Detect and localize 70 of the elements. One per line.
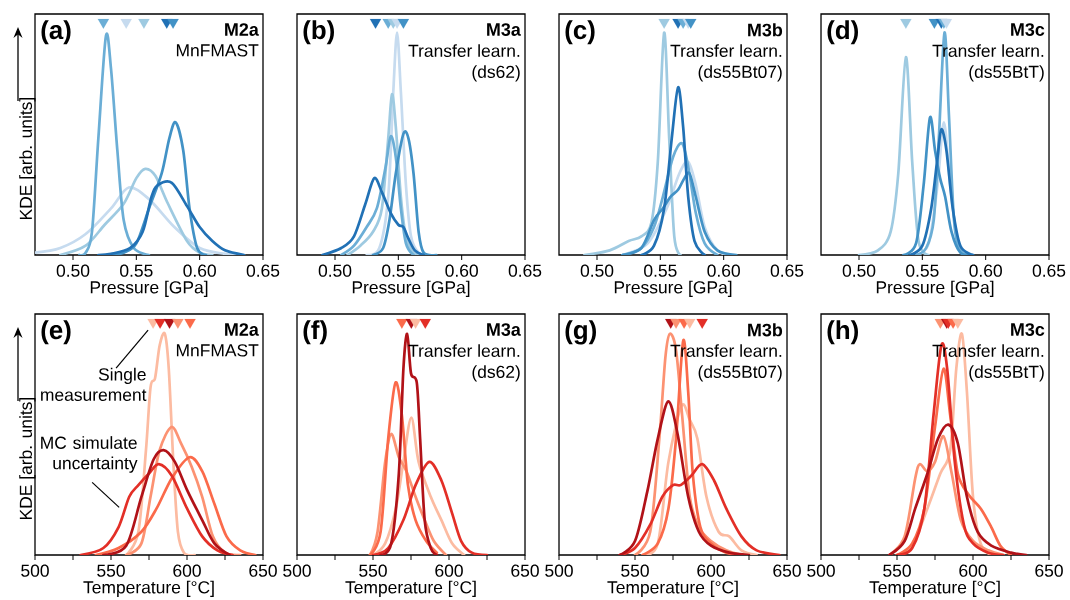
x-tick-label: 550 xyxy=(97,564,125,577)
chart-subtitle: M3b xyxy=(748,323,783,337)
x-tick-label: 550 xyxy=(621,564,649,577)
x-tick-label: 600 xyxy=(435,564,463,577)
x-axis-title: Temperature [°C] xyxy=(345,580,476,597)
x-tick-label: 0.50 xyxy=(56,264,90,277)
chart-subtitle: M3c xyxy=(1011,23,1045,36)
x-tick-label: 650 xyxy=(511,564,539,577)
x-axis-title: Pressure [GPa] xyxy=(90,280,208,297)
chart-subtitle: M3c xyxy=(1011,323,1045,336)
x-tick-label: 600 xyxy=(173,564,201,577)
x-axis-title: Pressure [GPa] xyxy=(876,280,994,297)
annotation: (ds55Bt07) xyxy=(698,365,782,382)
x-tick-label: 0.55 xyxy=(644,264,677,277)
chart-subtitle: M2a xyxy=(225,323,259,336)
annotation: Transfer learn. xyxy=(670,44,782,57)
annotation: (ds55Bt07) xyxy=(698,65,782,82)
x-tick-label: 0.65 xyxy=(770,264,804,277)
x-axis-title: Temperature [°C] xyxy=(869,580,1000,597)
y-axis-title: KDE [arb. units] xyxy=(19,397,36,520)
annotation: MnFMAST xyxy=(176,344,259,357)
x-tick-label: 0.65 xyxy=(246,264,280,277)
chart-subtitle: M3a xyxy=(487,323,521,336)
x-tick-label: 500 xyxy=(283,564,311,577)
annotation: (ds55BtT) xyxy=(969,365,1044,382)
x-axis-title: Temperature [°C] xyxy=(83,580,214,597)
x-tick-label: 0.65 xyxy=(1032,264,1066,277)
chart-title: (f) xyxy=(303,320,327,345)
chart-title: (g) xyxy=(565,320,596,345)
x-tick-label: 0.50 xyxy=(318,264,352,277)
x-tick-label: 500 xyxy=(21,564,49,577)
y-axis-title: KDE [arb. units] xyxy=(19,97,36,220)
x-tick-label: 0.60 xyxy=(183,264,216,277)
x-tick-label: 0.55 xyxy=(906,264,939,277)
chart-title: (b) xyxy=(303,20,334,45)
x-axis-title: Temperature [°C] xyxy=(607,580,738,597)
x-tick-label: 650 xyxy=(773,564,801,577)
x-tick-label: 500 xyxy=(807,564,835,577)
chart-subtitle: M3b xyxy=(748,23,783,37)
x-tick-label: 0.55 xyxy=(382,264,415,277)
chart-title: (e) xyxy=(41,320,71,345)
annotation: (ds62) xyxy=(472,365,520,382)
annotation: MnFMAST xyxy=(176,44,259,57)
x-tick-label: 550 xyxy=(883,564,911,577)
x-axis-title: Pressure [GPa] xyxy=(614,280,732,297)
chart-title: (h) xyxy=(827,320,859,345)
x-tick-label: 0.65 xyxy=(508,264,542,277)
x-tick-label: 600 xyxy=(959,564,987,577)
x-tick-label: 550 xyxy=(359,564,387,577)
annotation: (ds62) xyxy=(472,65,520,82)
x-tick-label: 0.50 xyxy=(580,264,614,277)
annotation: Single measurement xyxy=(41,367,147,401)
annotation: (ds55BtT) xyxy=(969,65,1044,82)
chart-title: (a) xyxy=(41,20,71,45)
x-tick-label: 650 xyxy=(1035,564,1063,577)
annotation: Transfer learn. xyxy=(408,44,520,57)
x-tick-label: 0.55 xyxy=(120,264,153,277)
x-tick-label: 650 xyxy=(249,564,277,577)
annotation: MC simulate uncertainty xyxy=(41,436,138,473)
x-tick-label: 0.50 xyxy=(842,264,876,277)
chart-title: (d) xyxy=(827,20,859,45)
x-tick-label: 0.60 xyxy=(707,264,740,277)
chart-subtitle: M3a xyxy=(487,23,521,36)
chart-subtitle: M2a xyxy=(225,23,259,36)
x-tick-label: 600 xyxy=(697,564,725,577)
x-tick-label: 0.60 xyxy=(445,264,478,277)
x-tick-label: 0.60 xyxy=(969,264,1002,277)
x-axis-title: Pressure [GPa] xyxy=(352,280,470,297)
chart-title: (c) xyxy=(565,20,595,45)
x-tick-label: 500 xyxy=(545,564,573,577)
